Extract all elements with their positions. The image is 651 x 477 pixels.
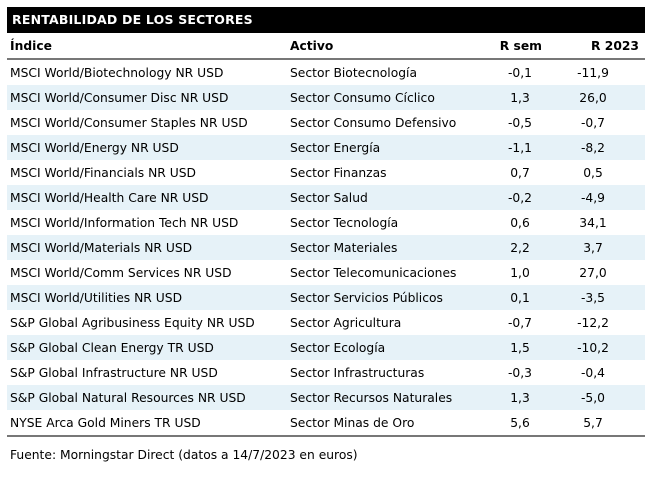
indice-cell: S&P Global Infrastructure NR USD <box>10 365 218 380</box>
r-sem-cell: 5,6 <box>485 410 555 437</box>
r-2023-cell: -8,2 <box>581 140 605 155</box>
activo-cell: Sector Servicios Públicos <box>290 290 443 305</box>
table-title-bar: RENTABILIDAD DE LOS SECTORES <box>7 7 645 33</box>
header-row: Índice Activo R sem R 2023 <box>7 33 645 60</box>
indice-cell: MSCI World/Utilities NR USD <box>10 290 183 305</box>
indice-cell: MSCI World/Materials NR USD <box>10 240 193 255</box>
activo-cell: Sector Finanzas <box>290 165 387 180</box>
table-row: S&P Global Infrastructure NR USD Sector I… <box>7 360 645 385</box>
r-2023-cell: -10,2 <box>577 340 609 355</box>
indice-cell: S&P Global Clean Energy TR USD <box>10 340 214 355</box>
indice-cell: MSCI World/Health Care NR USD <box>10 190 209 205</box>
activo-cell: Sector Agricultura <box>290 315 402 330</box>
table-row: MSCI World/Utilities NR USD Sector Servic… <box>7 285 645 310</box>
indice-cell: S&P Global Agribusiness Equity NR USD <box>10 315 255 330</box>
indice-cell: MSCI World/Biotechnology NR USD <box>10 65 224 80</box>
column-header-activo: Activo <box>288 33 485 60</box>
r-sem-cell: 2,2 <box>510 240 530 255</box>
column-header-indice: Índice <box>7 33 288 60</box>
activo-cell: Sector Biotecnología <box>290 65 417 80</box>
activo-cell: Sector Consumo Cíclico <box>290 90 435 105</box>
r-2023-cell: 26,0 <box>579 90 607 105</box>
r-2023-cell: -0,4 <box>581 365 605 380</box>
table-row: MSCI World/Biotechnology NR USD Sector Bi… <box>7 59 645 85</box>
r-sem-cell: 1,0 <box>510 265 530 280</box>
r-2023-cell: 34,1 <box>579 215 607 230</box>
activo-cell: Sector Tecnología <box>290 215 399 230</box>
r-sem-cell: 0,1 <box>510 290 530 305</box>
source-note: Fuente: Morningstar Direct (datos a 14/7… <box>10 448 358 462</box>
indice-cell: S&P Global Natural Resources NR USD <box>10 390 246 405</box>
r-2023-cell: -12,2 <box>577 315 609 330</box>
r-2023-cell: -3,5 <box>581 290 605 305</box>
r-2023-cell: 3,7 <box>583 240 603 255</box>
r-2023-cell: -0,7 <box>581 115 605 130</box>
r-sem-cell: 1,5 <box>510 340 530 355</box>
r-sem-cell: -0,7 <box>508 315 532 330</box>
table-row: S&P Global Clean Energy TR USD Sector Eco… <box>7 335 645 360</box>
activo-cell: Sector Materiales <box>290 240 398 255</box>
activo-cell: Sector Consumo Defensivo <box>290 115 457 130</box>
r-sem-cell: -0,3 <box>508 365 532 380</box>
r-2023-cell: 5,7 <box>555 410 645 437</box>
table-row: MSCI World/Consumer Staples NR USD Sector… <box>7 110 645 135</box>
table-row: MSCI World/Consumer Disc NR USD Sector Co… <box>7 85 645 110</box>
table-row: MSCI World/Comm Services NR USD Sector Te… <box>7 260 645 285</box>
table-row: S&P Global Agribusiness Equity NR USD Sec… <box>7 310 645 335</box>
activo-cell: Sector Minas de Oro <box>288 410 485 437</box>
table-row: NYSE Arca Gold Miners TR USD Sector Minas… <box>7 410 645 437</box>
column-header-r-2023: R 2023 <box>555 33 645 60</box>
r-sem-cell: -0,5 <box>508 115 532 130</box>
indice-cell: MSCI World/Comm Services NR USD <box>10 265 232 280</box>
activo-cell: Sector Ecología <box>290 340 386 355</box>
indice-cell: MSCI World/Energy NR USD <box>10 140 179 155</box>
r-sem-cell: 1,3 <box>510 390 530 405</box>
table-row: MSCI World/Financials NR USD Sector Finan… <box>7 160 645 185</box>
r-sem-cell: -0,1 <box>508 65 532 80</box>
table-row: MSCI World/Health Care NR USD Sector Salu… <box>7 185 645 210</box>
r-2023-cell: -5,0 <box>581 390 605 405</box>
r-2023-cell: 27,0 <box>579 265 607 280</box>
r-2023-cell: -4,9 <box>581 190 605 205</box>
r-sem-cell: 0,6 <box>510 215 530 230</box>
sector-performance-table: Índice Activo R sem R 2023 MSCI World/Bi… <box>7 33 645 437</box>
table-row: S&P Global Natural Resources NR USD Secto… <box>7 385 645 410</box>
indice-cell: MSCI World/Consumer Staples NR USD <box>10 115 248 130</box>
indice-cell: MSCI World/Information Tech NR USD <box>10 215 239 230</box>
activo-cell: Sector Telecomunicaciones <box>290 265 457 280</box>
table-row: MSCI World/Materials NR USD Sector Materi… <box>7 235 645 260</box>
indice-cell: MSCI World/Consumer Disc NR USD <box>10 90 229 105</box>
r-2023-cell: 0,5 <box>583 165 603 180</box>
table-row: MSCI World/Energy NR USD Sector Energía -1… <box>7 135 645 160</box>
activo-cell: Sector Recursos Naturales <box>290 390 453 405</box>
r-sem-cell: 1,3 <box>510 90 530 105</box>
r-sem-cell: 0,7 <box>510 165 530 180</box>
activo-cell: Sector Infrastructuras <box>290 365 425 380</box>
r-sem-cell: -1,1 <box>508 140 532 155</box>
activo-cell: Sector Energía <box>290 140 381 155</box>
table-row: MSCI World/Information Tech NR USD Sector… <box>7 210 645 235</box>
column-header-r-sem: R sem <box>485 33 555 60</box>
table-body: MSCI World/Biotechnology NR USD Sector Bi… <box>7 59 645 437</box>
activo-cell: Sector Salud <box>290 190 368 205</box>
r-sem-cell: -0,2 <box>508 190 532 205</box>
table-header: Índice Activo R sem R 2023 <box>7 33 645 60</box>
indice-cell: MSCI World/Financials NR USD <box>10 165 197 180</box>
r-2023-cell: -11,9 <box>577 65 609 80</box>
indice-cell: NYSE Arca Gold Miners TR USD <box>7 410 288 437</box>
